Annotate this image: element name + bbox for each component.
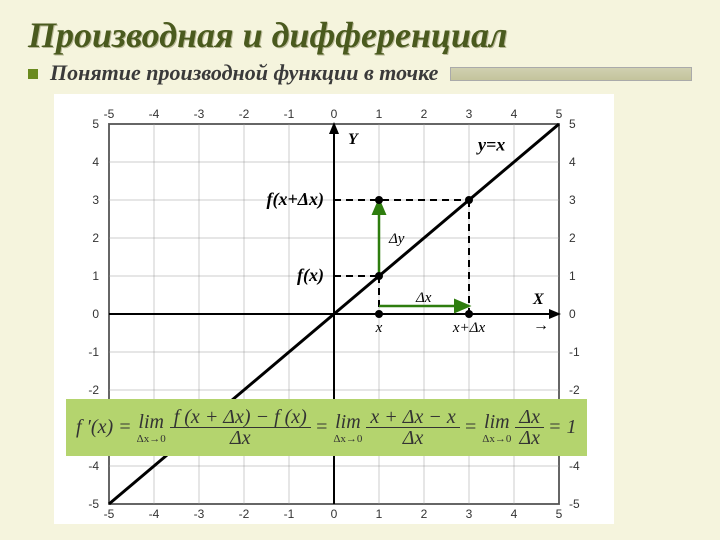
svg-text:3: 3 [92, 193, 99, 207]
svg-text:-2: -2 [569, 383, 580, 397]
svg-text:→: → [533, 317, 549, 334]
svg-text:2: 2 [569, 231, 576, 245]
chart: -5-5-4-4-3-3-2-2-1-1001122334455-5-5-4-4… [54, 94, 614, 524]
svg-text:3: 3 [466, 507, 473, 521]
svg-text:5: 5 [92, 117, 99, 131]
svg-text:-5: -5 [88, 497, 99, 511]
svg-text:-4: -4 [88, 459, 99, 473]
svg-text:-5: -5 [104, 107, 115, 121]
lim-sub: Δx→0 [137, 434, 166, 445]
svg-text:4: 4 [569, 155, 576, 169]
frac2: x + Δx − x Δx [366, 407, 459, 448]
svg-text:-4: -4 [149, 107, 160, 121]
svg-text:-1: -1 [284, 107, 295, 121]
svg-text:0: 0 [92, 307, 99, 321]
svg-text:x: x [375, 320, 383, 336]
svg-text:4: 4 [92, 155, 99, 169]
svg-text:2: 2 [421, 107, 428, 121]
chart-svg: -5-5-4-4-3-3-2-2-1-1001122334455-5-5-4-4… [54, 94, 614, 524]
svg-text:-3: -3 [194, 507, 205, 521]
lim: lim [138, 412, 164, 432]
svg-text:1: 1 [569, 269, 576, 283]
svg-text:-2: -2 [239, 107, 250, 121]
svg-text:0: 0 [331, 507, 338, 521]
formula: f ′(x) = lim Δx→0 f (x + Δx) − f (x) Δx … [66, 399, 587, 456]
svg-text:x+Δx: x+Δx [452, 320, 486, 336]
page-title: Производная и дифференциал [28, 14, 692, 56]
svg-text:4: 4 [511, 107, 518, 121]
svg-text:5: 5 [569, 117, 576, 131]
svg-text:f(x): f(x) [297, 265, 324, 286]
slide: Производная и дифференциал Понятие произ… [0, 0, 720, 540]
bullet-icon [28, 69, 38, 79]
svg-text:Δy: Δy [388, 231, 405, 247]
svg-text:1: 1 [376, 507, 383, 521]
lhs: f ′(x) [76, 416, 113, 439]
svg-text:-1: -1 [284, 507, 295, 521]
svg-text:-3: -3 [194, 107, 205, 121]
svg-text:2: 2 [92, 231, 99, 245]
svg-text:-2: -2 [88, 383, 99, 397]
svg-text:4: 4 [511, 507, 518, 521]
page-subtitle: Понятие производной функции в точке [50, 60, 438, 86]
svg-text:-1: -1 [569, 345, 580, 359]
svg-text:0: 0 [569, 307, 576, 321]
svg-text:-4: -4 [149, 507, 160, 521]
svg-text:-2: -2 [239, 507, 250, 521]
svg-text:2: 2 [421, 507, 428, 521]
frac3: Δx Δx [515, 407, 544, 448]
eq-one: = 1 [548, 416, 577, 439]
svg-text:X: X [532, 291, 544, 308]
svg-text:-5: -5 [104, 507, 115, 521]
svg-text:0: 0 [331, 107, 338, 121]
divider-bar [450, 67, 692, 81]
svg-text:Δx: Δx [415, 290, 432, 306]
svg-text:-5: -5 [569, 497, 580, 511]
svg-text:5: 5 [556, 507, 563, 521]
svg-text:y=x: y=x [476, 135, 505, 155]
svg-text:3: 3 [569, 193, 576, 207]
svg-text:f(x+Δx): f(x+Δx) [266, 189, 324, 210]
svg-text:1: 1 [376, 107, 383, 121]
svg-text:-4: -4 [569, 459, 580, 473]
svg-text:1: 1 [92, 269, 99, 283]
subtitle-row: Понятие производной функции в точке [28, 58, 692, 94]
svg-text:Y: Y [348, 131, 359, 148]
svg-text:-1: -1 [88, 345, 99, 359]
svg-text:5: 5 [556, 107, 563, 121]
frac1: f (x + Δx) − f (x) Δx [170, 407, 311, 448]
svg-text:3: 3 [466, 107, 473, 121]
